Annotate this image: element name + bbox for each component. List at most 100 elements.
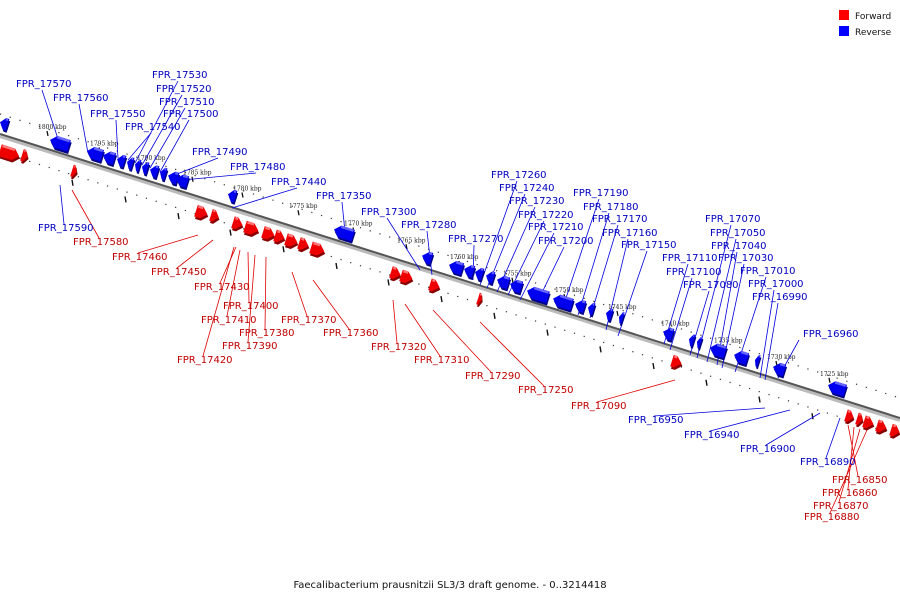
gene-shadow <box>755 357 762 370</box>
gene-highlight <box>455 260 464 266</box>
forward-gene-label[interactable]: FPR_17360 <box>323 328 379 339</box>
forward-gene <box>20 149 29 164</box>
forward-gene-label[interactable]: FPR_17400 <box>223 301 279 312</box>
forward-track-tick <box>71 179 74 186</box>
reverse-gene-label[interactable]: FPR_17270 <box>448 234 504 245</box>
reverse-gene-label[interactable]: FPR_16940 <box>684 430 740 441</box>
gene-body <box>670 354 682 368</box>
reverse-gene-label[interactable]: FPR_17050 <box>710 228 766 239</box>
reverse-gene-label[interactable]: FPR_17280 <box>401 220 457 231</box>
reverse-gene-label[interactable]: FPR_16900 <box>740 444 796 455</box>
reverse-gene-label[interactable]: FPR_17080 <box>683 280 739 291</box>
gene-highlight <box>122 154 126 158</box>
forward-gene-label[interactable]: FPR_16860 <box>822 488 878 499</box>
forward-gene-label[interactable]: FPR_17390 <box>222 341 278 352</box>
forward-gene-label[interactable]: FPR_17460 <box>112 252 168 263</box>
gene-highlight <box>592 302 595 306</box>
reverse-gene-label[interactable]: FPR_17170 <box>592 214 648 225</box>
reverse-gene <box>135 159 143 174</box>
gene-body <box>273 229 285 243</box>
reverse-gene-label[interactable]: FPR_17100 <box>666 267 722 278</box>
forward-gene-label[interactable]: FPR_17370 <box>281 315 337 326</box>
gene-body <box>422 251 434 265</box>
reverse-gene-label[interactable]: FPR_17520 <box>156 84 212 95</box>
gene-highlight <box>265 226 271 231</box>
kbp-tick-label: 1725 kbp <box>820 371 849 378</box>
forward-gene-label[interactable]: FPR_16880 <box>804 512 860 523</box>
reverse-gene-label[interactable]: FPR_16960 <box>803 329 859 340</box>
reverse-gene-label[interactable]: FPR_17570 <box>16 79 72 90</box>
forward-gene-label[interactable]: FPR_17450 <box>151 267 207 278</box>
gene-highlight <box>700 336 703 340</box>
reverse-gene-label[interactable]: FPR_17040 <box>711 241 767 252</box>
forward-gene-label[interactable]: FPR_17420 <box>177 355 233 366</box>
label-leader <box>115 119 119 159</box>
reverse-gene-label[interactable]: FPR_17510 <box>159 97 215 108</box>
gene-highlight <box>131 157 134 161</box>
reverse-gene-label[interactable]: FPR_17530 <box>152 70 208 81</box>
reverse-gene-label[interactable]: FPR_17030 <box>718 253 774 264</box>
forward-track-tick <box>811 413 814 420</box>
reverse-gene-label[interactable]: FPR_16890 <box>800 457 856 468</box>
reverse-gene-label[interactable]: FPR_17560 <box>53 93 109 104</box>
reverse-gene-label[interactable]: FPR_16950 <box>628 415 684 426</box>
reverse-gene-label[interactable]: FPR_17500 <box>163 109 219 120</box>
forward-gene-label[interactable]: FPR_17410 <box>201 315 257 326</box>
reverse-gene-label[interactable]: FPR_17440 <box>271 177 327 188</box>
gene-highlight <box>866 415 870 420</box>
reverse-gene-label[interactable]: FPR_17150 <box>621 240 677 251</box>
reverse-gene-label[interactable]: FPR_17300 <box>361 207 417 218</box>
reverse-gene-label[interactable]: FPR_17590 <box>38 223 94 234</box>
gene-highlight <box>24 149 27 153</box>
reverse-gene-label[interactable]: FPR_17180 <box>583 202 639 213</box>
label-leader <box>149 107 186 169</box>
kbp-tick-label: 1745 kbp <box>608 304 637 311</box>
forward-gene-label[interactable]: FPR_17310 <box>414 355 470 366</box>
reverse-gene <box>422 251 435 267</box>
reverse-gene-label[interactable]: FPR_17200 <box>538 236 594 247</box>
reverse-gene-label[interactable]: FPR_17070 <box>705 214 761 225</box>
reverse-gene-label[interactable]: FPR_17260 <box>491 170 547 181</box>
gene-body <box>297 237 309 250</box>
gene-shadow <box>619 314 626 327</box>
reverse-gene-label[interactable]: FPR_17110 <box>662 253 718 264</box>
gene-highlight <box>301 237 305 241</box>
label-leader <box>764 302 779 381</box>
forward-gene-label[interactable]: FPR_17580 <box>73 237 129 248</box>
reverse-gene-label[interactable]: FPR_17010 <box>740 266 796 277</box>
reverse-gene-label[interactable]: FPR_17240 <box>499 183 555 194</box>
forward-gene-label[interactable]: FPR_17090 <box>571 401 627 412</box>
reverse-gene-label[interactable]: FPR_17540 <box>125 122 181 133</box>
forward-gene-label[interactable]: FPR_17430 <box>194 282 250 293</box>
forward-gene-label[interactable]: FPR_17320 <box>371 342 427 353</box>
reverse-gene-label[interactable]: FPR_17000 <box>748 279 804 290</box>
label-leader <box>226 249 241 317</box>
forward-gene-label[interactable]: FPR_17380 <box>239 328 295 339</box>
label-leader <box>696 224 732 359</box>
reverse-gene-label[interactable]: FPR_17210 <box>528 222 584 233</box>
reverse-gene <box>160 167 169 183</box>
reverse-gene-label[interactable]: FPR_17220 <box>518 210 574 221</box>
forward-gene-label[interactable]: FPR_17290 <box>465 371 521 382</box>
forward-gene-label[interactable]: FPR_17250 <box>518 385 574 396</box>
gene-highlight <box>247 221 255 226</box>
forward-track-tick <box>758 396 761 403</box>
reverse-gene-label[interactable]: FPR_17480 <box>230 162 286 173</box>
gene-highlight <box>428 251 433 256</box>
reverse-gene <box>828 381 848 399</box>
reverse-gene-label[interactable]: FPR_16990 <box>752 292 808 303</box>
reverse-gene-label[interactable]: FPR_17160 <box>602 228 658 239</box>
gene-highlight <box>581 300 586 304</box>
forward-gene-label[interactable]: FPR_16870 <box>813 501 869 512</box>
reverse-gene <box>575 300 588 316</box>
reverse-gene-label[interactable]: FPR_17190 <box>573 188 629 199</box>
reverse-gene-label[interactable]: FPR_17230 <box>509 196 565 207</box>
reverse-gene <box>588 302 597 318</box>
forward-track-tick <box>652 362 655 370</box>
reverse-gene-label[interactable]: FPR_17490 <box>192 147 248 158</box>
forward-gene-label[interactable]: FPR_16850 <box>832 475 888 486</box>
label-leader <box>709 409 791 432</box>
reverse-gene-label[interactable]: FPR_17350 <box>316 191 372 202</box>
reverse-gene-label[interactable]: FPR_17550 <box>90 109 146 120</box>
reverse-gene <box>449 260 465 278</box>
